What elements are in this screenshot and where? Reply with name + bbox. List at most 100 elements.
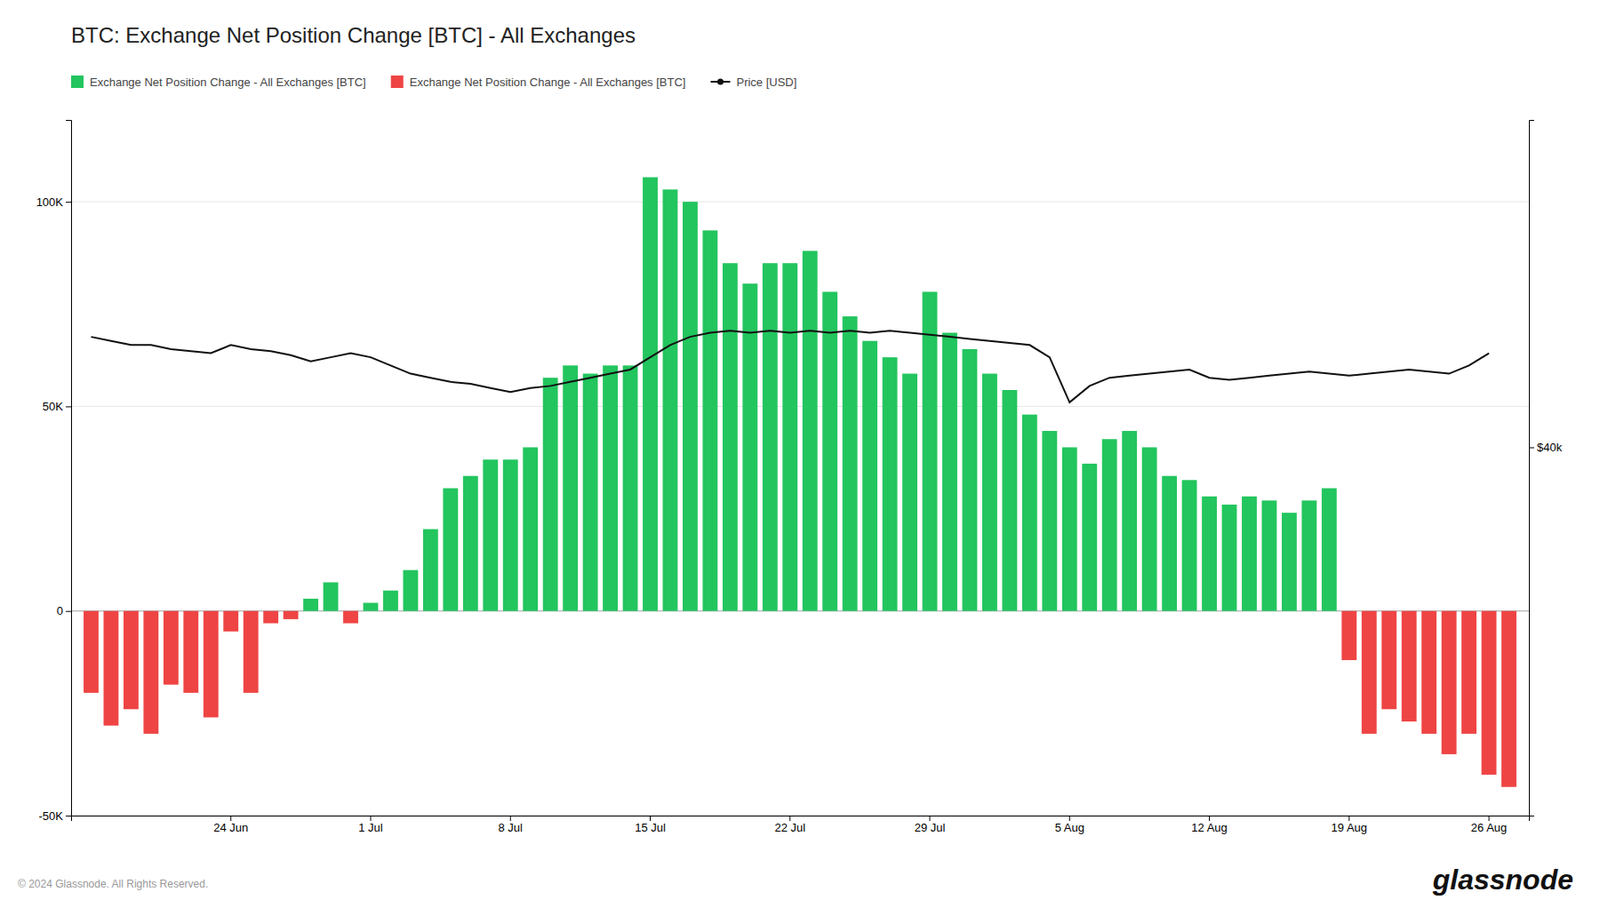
bar <box>522 447 538 611</box>
title: BTC: Exchange Net Position Change [BTC] … <box>71 23 636 48</box>
grid-line <box>71 406 1529 408</box>
x-tick-mark <box>789 816 791 822</box>
grid-line <box>71 201 1529 203</box>
x-tick-mark <box>1069 816 1071 822</box>
x-tick-label: 5 Aug <box>1055 821 1085 835</box>
y2-tick-label: $40k <box>1536 440 1563 455</box>
bar <box>1121 431 1137 612</box>
bar <box>583 374 599 612</box>
bar <box>243 611 259 694</box>
y2-tick: $40k <box>1528 440 1563 455</box>
x-tick: 15 Jul <box>634 816 666 835</box>
bar <box>1041 431 1057 612</box>
y-tick: 50K <box>42 400 72 414</box>
x-tick: 24 Jun <box>213 816 248 835</box>
bar <box>1262 500 1278 611</box>
legend-item: Price [USD] <box>710 75 797 89</box>
legend-item: Exchange Net Position Change - All Excha… <box>391 75 687 89</box>
y2-axis: $40k <box>1528 120 1563 817</box>
bar <box>702 230 718 611</box>
bar <box>143 611 159 735</box>
bar <box>982 374 998 612</box>
bar <box>942 333 958 612</box>
grid <box>71 201 1529 816</box>
bar <box>283 611 299 620</box>
bar <box>303 599 319 612</box>
legend-swatch <box>391 75 404 88</box>
x-tick-label: 15 Jul <box>634 821 666 835</box>
x-tick: 12 Aug <box>1191 816 1228 835</box>
bar <box>1182 480 1198 611</box>
y-tick-mark <box>65 611 72 613</box>
bar-series <box>83 611 1517 788</box>
bar <box>1461 611 1477 735</box>
x-tick: 19 Aug <box>1331 816 1368 835</box>
bar <box>922 291 938 611</box>
bar <box>1501 611 1517 788</box>
footer: © 2024 Glassnode. All Rights Reserved. <box>17 878 208 891</box>
bar <box>562 365 578 611</box>
bar <box>682 201 698 612</box>
y-tick-mark <box>65 406 72 408</box>
bar <box>383 591 399 612</box>
bar <box>503 459 519 611</box>
price-line <box>90 330 1489 403</box>
bar <box>1081 464 1097 612</box>
x-tick-mark <box>510 816 512 822</box>
x-tick-label: 22 Jul <box>774 821 806 835</box>
bar <box>1022 415 1038 612</box>
bar <box>962 349 978 612</box>
chart: 24 Jun1 Jul8 Jul15 Jul22 Jul29 Jul5 Aug1… <box>0 0 1600 900</box>
bar <box>1281 512 1297 612</box>
plot-area <box>71 176 1529 787</box>
x-tick-label: 26 Aug <box>1471 821 1508 835</box>
bar <box>1381 611 1397 711</box>
bar <box>1361 611 1377 735</box>
legend-item: Exchange Net Position Change - All Excha… <box>71 75 367 89</box>
bar <box>623 365 639 611</box>
x-tick-mark <box>230 816 232 822</box>
legend: Exchange Net Position Change - All Excha… <box>71 75 797 89</box>
bar <box>1321 488 1337 612</box>
bar <box>642 176 658 611</box>
legend-label: Exchange Net Position Change - All Excha… <box>409 75 687 89</box>
x-tick: 29 Jul <box>914 816 946 835</box>
bar <box>223 611 239 632</box>
watermark: glassnode <box>1432 864 1574 896</box>
x-tick-mark <box>1208 816 1210 822</box>
bar <box>802 250 818 611</box>
x-axis-line <box>72 816 1530 823</box>
bar <box>343 611 359 624</box>
bar <box>423 529 439 612</box>
x-tick-label: 24 Jun <box>213 821 248 835</box>
y-axis: -50K 0 50K 100K <box>36 120 72 824</box>
legend-label: Price [USD] <box>736 75 797 89</box>
y-tick: -50K <box>39 809 72 824</box>
bar-series <box>303 176 1337 611</box>
x-tick-label: 12 Aug <box>1191 821 1228 835</box>
bar <box>1201 496 1217 612</box>
bar <box>862 341 878 612</box>
bar <box>163 611 179 686</box>
bar <box>1222 504 1238 612</box>
y-tick-label: 100K <box>36 195 64 209</box>
y2-axis-line <box>1529 120 1536 817</box>
bar <box>1421 611 1437 735</box>
x-tick: 26 Aug <box>1471 816 1508 835</box>
bar <box>1341 611 1357 661</box>
y-tick-label: 50K <box>42 400 64 414</box>
y2-tick-mark <box>1528 447 1535 448</box>
bar <box>104 611 120 727</box>
bar <box>463 476 479 612</box>
legend-swatch <box>71 75 84 88</box>
bar <box>902 374 918 612</box>
x-tick-label: 19 Aug <box>1331 821 1368 835</box>
bar <box>1481 611 1497 776</box>
bar <box>1001 390 1017 612</box>
y-tick-mark <box>65 816 72 817</box>
x-tick-mark <box>649 816 651 822</box>
y-tick: 0 <box>56 604 72 618</box>
bar <box>1062 447 1078 611</box>
x-tick: 22 Jul <box>774 816 806 835</box>
bar <box>882 357 898 612</box>
